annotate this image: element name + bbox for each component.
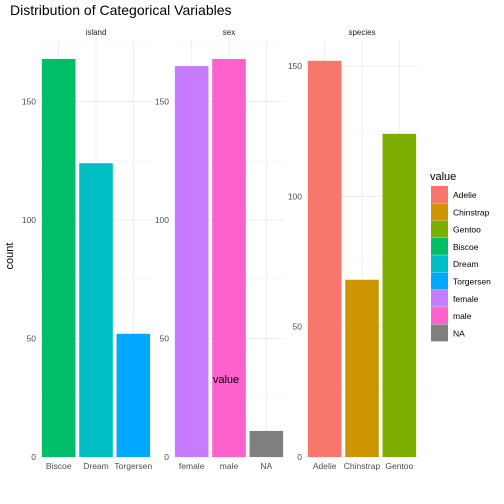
chart-title: Distribution of Categorical Variables [10, 2, 232, 18]
y-tick-label: 150 [288, 61, 302, 71]
x-tick-label: Biscoe [46, 461, 72, 471]
y-tick-label: 50 [27, 334, 37, 344]
y-tick-label: 0 [297, 452, 302, 462]
legend-label: Dream [453, 259, 479, 269]
x-tick-label: Adelie [313, 461, 337, 471]
y-tick-label: 100 [288, 191, 302, 201]
bar-biscoe [41, 58, 76, 458]
y-tick-label: 0 [164, 452, 169, 462]
x-tick-label: Dream [83, 461, 109, 471]
legend-label: NA [453, 328, 465, 338]
facet-panels: 0 50 100 150 Biscoe Dream Torgersen island 0 50 10… [22, 28, 418, 471]
legend-key-chinstrap [431, 203, 448, 221]
x-axis-label: value [213, 374, 239, 386]
facet-species: 0 50 100 150 Adelie Chinstrap Gentoo species [288, 28, 418, 471]
legend-label: Torgersen [453, 277, 491, 287]
y-tick-label: 150 [22, 97, 36, 107]
bar-gentoo [382, 133, 417, 457]
facet-island: 0 50 100 150 Biscoe Dream Torgersen island [22, 28, 153, 471]
y-tick-label: 100 [155, 215, 169, 225]
y-tick-label: 50 [293, 322, 303, 332]
bar-female [174, 66, 209, 457]
legend-label: Biscoe [453, 242, 479, 252]
legend-key-dream [431, 255, 448, 273]
y-tick-label: 100 [22, 215, 36, 225]
bar-adelie [307, 60, 342, 457]
bar-na [249, 430, 284, 457]
legend-key-female [431, 289, 448, 307]
bar-chinstrap [345, 279, 379, 457]
bar-torgersen [116, 333, 151, 457]
bar-male [212, 58, 246, 458]
legend-key-gentoo [431, 220, 448, 238]
y-tick-label: 150 [155, 97, 169, 107]
legend-label: male [453, 311, 472, 321]
facet-sex: 0 50 100 150 female male NA sex [155, 28, 285, 471]
legend-key-adelie [431, 186, 448, 203]
legend-label: Chinstrap [453, 207, 490, 217]
legend-label: Adelie [453, 190, 477, 200]
legend-key-torgersen [431, 272, 448, 290]
x-tick-label: Torgersen [114, 461, 152, 471]
x-tick-label: male [220, 461, 239, 471]
bar-dream [79, 163, 113, 458]
x-tick-label: NA [260, 461, 272, 471]
x-tick-label: Gentoo [385, 461, 413, 471]
legend-key-male [431, 307, 448, 325]
legend: value Adelie Chinstrap Gentoo Biscoe Dream To… [430, 171, 491, 342]
y-axis-label: count [4, 243, 16, 270]
legend-title: value [430, 171, 456, 183]
facet-strip-label: island [86, 28, 107, 37]
legend-key-biscoe [431, 237, 448, 255]
legend-label: Gentoo [453, 225, 481, 235]
x-tick-label: female [179, 461, 205, 471]
facet-strip-label: species [348, 28, 375, 37]
legend-label: female [453, 294, 479, 304]
y-tick-label: 0 [31, 452, 36, 462]
legend-key-na [431, 324, 448, 342]
x-tick-label: Chinstrap [344, 461, 381, 471]
y-tick-label: 50 [160, 334, 170, 344]
facet-strip-label: sex [223, 28, 235, 37]
